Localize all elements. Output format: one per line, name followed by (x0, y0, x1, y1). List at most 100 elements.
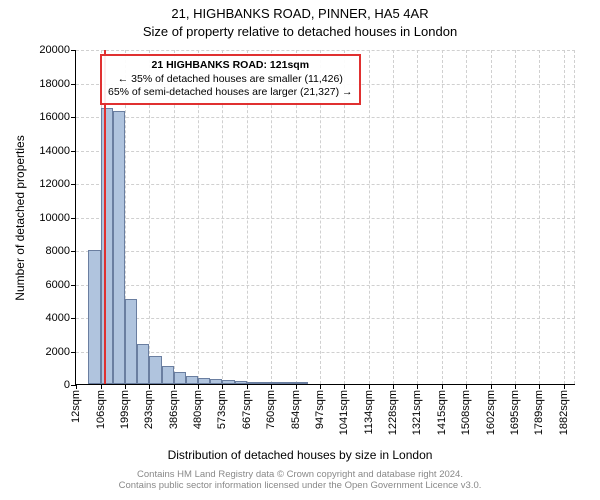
x-tick-label: 1882sqm (558, 390, 570, 435)
plot-border-top (76, 50, 575, 51)
grid-line-horizontal (76, 151, 575, 152)
histogram-bar (174, 372, 186, 384)
x-tick-label: 293sqm (143, 390, 155, 429)
x-tick-mark (564, 384, 565, 389)
y-tick-label: 16000 (39, 111, 70, 123)
x-tick-label: 1695sqm (509, 390, 521, 435)
x-tick-mark (466, 384, 467, 389)
x-tick-mark (125, 384, 126, 389)
x-tick-label: 1321sqm (411, 390, 423, 435)
annotation-line1: 21 HIGHBANKS ROAD: 121sqm (108, 59, 353, 73)
histogram-bar (222, 380, 234, 384)
x-tick-mark (247, 384, 248, 389)
histogram-bar (186, 376, 198, 384)
x-tick-mark (271, 384, 272, 389)
x-tick-label: 1041sqm (338, 390, 350, 435)
x-tick-mark (442, 384, 443, 389)
histogram-bar (101, 108, 113, 384)
histogram-bar (271, 382, 283, 384)
grid-line-vertical (442, 50, 443, 384)
y-tick-label: 6000 (46, 279, 70, 291)
x-tick-label: 1228sqm (387, 390, 399, 435)
grid-line-vertical (491, 50, 492, 384)
annotation-line3: 65% of semi-detached houses are larger (… (108, 86, 353, 100)
x-tick-mark (149, 384, 150, 389)
y-tick-mark (71, 218, 76, 219)
y-tick-mark (71, 151, 76, 152)
histogram-bar (88, 250, 100, 384)
x-tick-label: 480sqm (192, 390, 204, 429)
histogram-bar (137, 344, 149, 384)
histogram-bar (296, 382, 308, 384)
chart-container: 21, HIGHBANKS ROAD, PINNER, HA5 4AR Size… (0, 0, 600, 500)
x-tick-label: 760sqm (265, 390, 277, 429)
x-axis-label: Distribution of detached houses by size … (0, 448, 600, 462)
y-tick-label: 2000 (46, 346, 70, 358)
x-tick-label: 1602sqm (485, 390, 497, 435)
histogram-bar (162, 366, 174, 384)
y-tick-mark (71, 285, 76, 286)
grid-line-vertical (393, 50, 394, 384)
grid-line-horizontal (76, 117, 575, 118)
x-tick-mark (296, 384, 297, 389)
x-tick-mark (101, 384, 102, 389)
grid-line-horizontal (76, 318, 575, 319)
histogram-bar (283, 382, 295, 384)
x-tick-mark (515, 384, 516, 389)
y-tick-mark (71, 50, 76, 51)
x-tick-mark (198, 384, 199, 389)
grid-line-horizontal (76, 218, 575, 219)
x-tick-mark (344, 384, 345, 389)
x-tick-label: 199sqm (119, 390, 131, 429)
y-tick-mark (71, 352, 76, 353)
annotation-box: 21 HIGHBANKS ROAD: 121sqm← 35% of detach… (100, 54, 361, 105)
x-tick-label: 1789sqm (533, 390, 545, 435)
x-tick-mark (174, 384, 175, 389)
histogram-bar (149, 356, 161, 384)
histogram-bar (198, 378, 210, 384)
x-tick-mark (539, 384, 540, 389)
footer: Contains HM Land Registry data © Crown c… (0, 469, 600, 491)
x-tick-mark (76, 384, 77, 389)
x-tick-mark (491, 384, 492, 389)
x-tick-mark (417, 384, 418, 389)
y-tick-label: 12000 (39, 178, 70, 190)
histogram-bar (235, 381, 247, 384)
chart-title-line1: 21, HIGHBANKS ROAD, PINNER, HA5 4AR (0, 6, 600, 21)
x-tick-mark (320, 384, 321, 389)
y-tick-label: 10000 (39, 212, 70, 224)
histogram-bar (210, 379, 222, 384)
x-tick-label: 854sqm (290, 390, 302, 429)
x-tick-label: 386sqm (168, 390, 180, 429)
y-tick-mark (71, 318, 76, 319)
grid-line-horizontal (76, 184, 575, 185)
footer-line1: Contains HM Land Registry data © Crown c… (0, 469, 600, 480)
y-tick-label: 18000 (39, 78, 70, 90)
y-tick-label: 8000 (46, 245, 70, 257)
y-tick-mark (71, 84, 76, 85)
grid-line-horizontal (76, 251, 575, 252)
footer-line2: Contains public sector information licen… (0, 480, 600, 491)
grid-line-vertical (466, 50, 467, 384)
histogram-bar (113, 111, 125, 384)
y-tick-label: 14000 (39, 145, 70, 157)
x-tick-mark (393, 384, 394, 389)
histogram-bar (247, 382, 259, 384)
x-tick-label: 573sqm (216, 390, 228, 429)
chart-title-line2: Size of property relative to detached ho… (0, 24, 600, 39)
histogram-bar (125, 299, 137, 384)
y-tick-label: 4000 (46, 312, 70, 324)
x-tick-label: 1508sqm (460, 390, 472, 435)
x-tick-mark (222, 384, 223, 389)
x-tick-mark (369, 384, 370, 389)
grid-line-vertical (539, 50, 540, 384)
grid-line-horizontal (76, 352, 575, 353)
grid-line-vertical (515, 50, 516, 384)
grid-line-vertical (417, 50, 418, 384)
x-tick-label: 106sqm (95, 390, 107, 429)
x-tick-label: 1134sqm (363, 390, 375, 434)
y-axis-label: Number of detached properties (13, 135, 27, 300)
annotation-line2: ← 35% of detached houses are smaller (11… (108, 73, 353, 87)
y-tick-label: 20000 (39, 44, 70, 56)
y-tick-mark (71, 251, 76, 252)
